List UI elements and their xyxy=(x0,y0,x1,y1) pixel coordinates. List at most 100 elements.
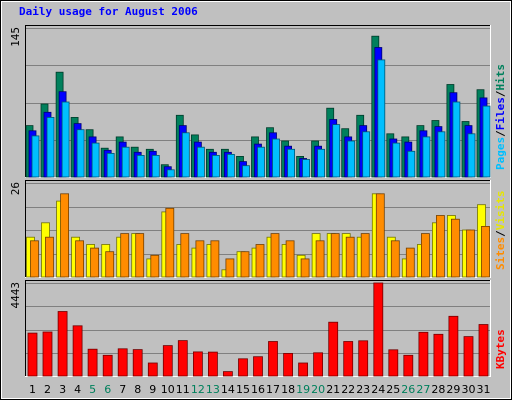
day-label-17: 17 xyxy=(266,383,280,396)
bar-kbytes-day-24 xyxy=(373,282,384,377)
day-label-3: 3 xyxy=(59,383,66,396)
bar-pages-day-21 xyxy=(332,124,341,178)
bar-sites-day-18 xyxy=(285,240,295,278)
bar-sites-day-22 xyxy=(345,236,355,278)
legend-separator: / xyxy=(494,90,507,97)
day-label-26: 26 xyxy=(401,383,415,396)
day-label-29: 29 xyxy=(446,383,460,396)
bar-pages-day-1 xyxy=(31,135,40,178)
bar-kbytes-day-12 xyxy=(192,351,203,377)
bar-sites-day-31 xyxy=(481,225,490,278)
bar-sites-day-1 xyxy=(30,240,39,278)
bar-sites-day-17 xyxy=(270,233,280,278)
bar-sites-day-19 xyxy=(300,258,310,278)
bar-kbytes-day-25 xyxy=(388,349,399,377)
bar-kbytes-day-21 xyxy=(328,321,339,377)
bar-sites-day-6 xyxy=(105,251,115,278)
bar-pages-day-18 xyxy=(287,148,296,178)
bar-pages-day-5 xyxy=(91,142,100,178)
bar-pages-day-27 xyxy=(422,136,431,178)
legend-sites: Sites xyxy=(494,237,507,270)
bar-pages-day-26 xyxy=(407,150,416,178)
bar-sites-day-21 xyxy=(330,233,340,278)
bar-pages-day-19 xyxy=(302,159,311,178)
legend-hits: Hits xyxy=(494,64,507,91)
bar-pages-day-31 xyxy=(482,105,491,178)
x-axis-day-labels: 1 2 3 4 5 6 7 8 9 10 11 12 13 14 15 16 17 18 19 20 21 22 23 24 2… xyxy=(29,383,491,396)
day-label-25: 25 xyxy=(386,383,400,396)
series-pages xyxy=(31,59,491,178)
day-label-15: 15 xyxy=(236,383,250,396)
bar-kbytes-day-26 xyxy=(403,354,414,377)
bar-kbytes-day-18 xyxy=(283,352,294,377)
legend-separator: / xyxy=(494,130,507,137)
bar-sites-day-11 xyxy=(180,233,190,278)
legend-visits: Visits xyxy=(494,191,507,231)
chart-title: Daily usage for August 2006 xyxy=(19,5,198,18)
bar-pages-day-6 xyxy=(106,152,115,178)
day-label-6: 6 xyxy=(104,383,111,396)
day-label-7: 7 xyxy=(119,383,126,396)
bar-sites-day-29 xyxy=(450,218,460,278)
day-label-30: 30 xyxy=(462,383,476,396)
bar-kbytes-day-14 xyxy=(222,371,233,377)
side-legend-top: Pages/Files/Hits xyxy=(494,64,507,170)
legend-separator: / xyxy=(494,230,507,237)
bar-pages-day-10 xyxy=(166,169,175,178)
side-legend-bottom: KBytes xyxy=(494,329,507,369)
bar-kbytes-day-16 xyxy=(253,356,263,377)
day-label-23: 23 xyxy=(356,383,370,396)
legend-files: Files xyxy=(494,97,507,130)
bar-sites-day-10 xyxy=(165,207,175,278)
bar-kbytes-day-17 xyxy=(268,341,278,377)
y-max-label-top: 145 xyxy=(9,27,22,47)
day-label-24: 24 xyxy=(371,383,385,396)
bar-pages-day-17 xyxy=(272,138,280,178)
bar-sites-day-8 xyxy=(135,233,145,278)
day-label-16: 16 xyxy=(251,383,265,396)
bar-sites-day-7 xyxy=(120,233,130,278)
bar-pages-day-3 xyxy=(61,101,70,178)
bar-sites-day-28 xyxy=(435,215,445,278)
panel-bottom: 4443 KBytes xyxy=(9,280,507,377)
bar-kbytes-day-4 xyxy=(72,325,83,377)
bar-kbytes-day-20 xyxy=(313,352,324,377)
bar-pages-day-15 xyxy=(242,165,250,178)
bar-kbytes-day-13 xyxy=(207,351,218,377)
y-max-label-middle: 26 xyxy=(9,182,22,195)
bar-kbytes-day-27 xyxy=(418,331,429,377)
bar-pages-day-25 xyxy=(392,142,401,178)
bar-sites-day-25 xyxy=(390,240,400,278)
bar-kbytes-day-1 xyxy=(27,332,38,377)
day-label-1: 1 xyxy=(29,383,36,396)
bar-pages-day-20 xyxy=(317,148,326,178)
day-label-22: 22 xyxy=(341,383,355,396)
bar-sites-day-2 xyxy=(45,236,54,278)
bar-kbytes-day-30 xyxy=(463,336,474,377)
bar-sites-day-16 xyxy=(255,244,265,278)
day-label-13: 13 xyxy=(206,383,220,396)
bar-pages-day-4 xyxy=(76,129,85,178)
bar-pages-day-16 xyxy=(257,146,265,178)
bar-kbytes-day-29 xyxy=(448,315,459,377)
bar-sites-day-12 xyxy=(195,240,205,278)
legend-kbytes: KBytes xyxy=(494,329,507,369)
bar-kbytes-day-31 xyxy=(478,324,489,377)
bar-pages-day-2 xyxy=(46,117,55,178)
bar-pages-day-13 xyxy=(211,154,220,178)
bar-kbytes-day-23 xyxy=(358,340,369,377)
bar-pages-day-28 xyxy=(437,131,446,178)
bar-sites-day-26 xyxy=(405,247,415,278)
bar-sites-day-14 xyxy=(225,258,235,278)
bar-kbytes-day-5 xyxy=(87,348,98,377)
chart-panels: 145Pages/Files/Hits26Sites/Visits4443KBy… xyxy=(9,25,507,377)
day-label-2: 2 xyxy=(44,383,51,396)
bar-pages-day-12 xyxy=(196,146,205,178)
y-max-label-bottom: 4443 xyxy=(9,282,22,309)
bar-sites-day-23 xyxy=(360,233,370,278)
bar-kbytes-day-10 xyxy=(162,345,173,377)
bar-kbytes-day-22 xyxy=(343,341,354,377)
bar-kbytes-day-8 xyxy=(132,349,143,377)
panel-middle: 26 Sites/Visits xyxy=(9,180,507,278)
legend-pages: Pages xyxy=(494,137,507,170)
